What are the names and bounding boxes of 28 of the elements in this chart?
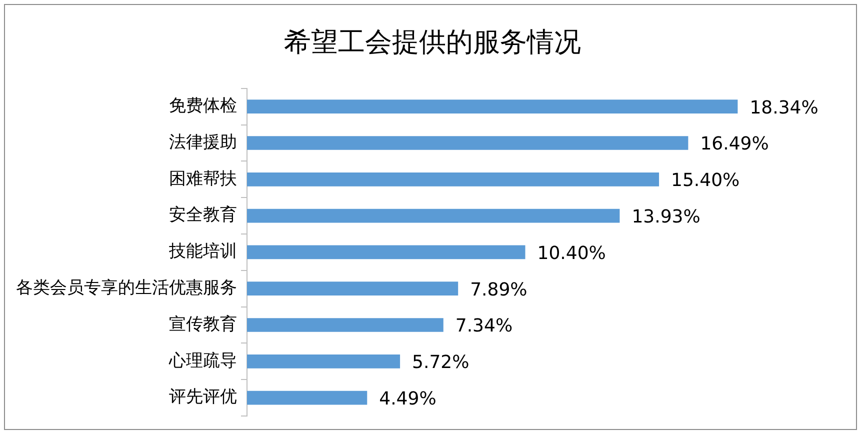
data-label: 15.40% [671,170,740,192]
data-label: 16.49% [700,134,769,155]
data-label: 4.49% [379,388,436,410]
bar [247,100,738,114]
y-tick-label: 技能培训 [168,242,237,262]
data-label: 10.40% [537,242,606,264]
y-tick-label: 困难帮扶 [169,168,237,189]
data-label: 18.34% [750,97,818,118]
y-tick-label: 心理疏导 [168,350,237,371]
bar [247,354,400,368]
data-label: 7.34% [455,316,513,337]
chart-title: 希望工会提供的服务情况 [284,27,581,58]
y-tick-label: 安全教育 [169,205,237,226]
bar [247,208,620,223]
data-label: 5.72% [412,352,470,374]
bar [247,172,660,186]
bar [247,136,688,150]
y-tick-label: 评先评优 [169,387,237,408]
y-tick-label: 免费体检 [169,96,237,116]
bar [247,282,458,296]
bar [247,245,526,260]
y-tick-label: 宣传教育 [169,314,237,334]
bar [247,318,444,332]
data-label: 7.89% [470,279,528,300]
bar [247,390,368,405]
data-label: 13.93% [632,206,700,228]
y-tick-label: 各类会员专享的生活优惠服务 [16,278,237,298]
y-tick-label: 法律援助 [169,132,237,152]
